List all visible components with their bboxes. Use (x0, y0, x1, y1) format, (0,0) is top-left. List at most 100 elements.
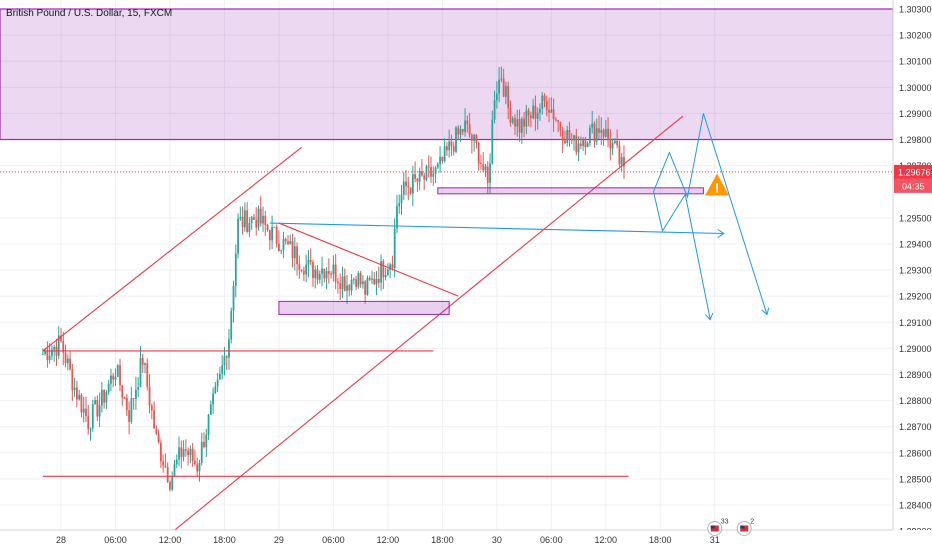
price-tick-label: 1.30200 (899, 31, 932, 41)
candle-body (593, 123, 596, 142)
candle-body (280, 250, 283, 252)
candle-body (318, 273, 321, 280)
zones (0, 8, 894, 173)
candle-body (461, 128, 464, 133)
candle-body (253, 217, 255, 220)
candle-body (332, 264, 335, 275)
price-tick-label: 1.29800 (899, 135, 932, 145)
candle-body (66, 358, 69, 364)
candle-body (207, 414, 210, 435)
candle-body (620, 157, 623, 165)
candle-body (377, 279, 380, 283)
warning-icon-glyph: ! (715, 180, 720, 196)
projection-arrowhead (761, 307, 770, 316)
candle-body (595, 128, 598, 142)
price-tick-label: 1.28700 (899, 422, 932, 432)
event-flag-icon: 33 (707, 518, 729, 536)
candle-body (46, 350, 49, 361)
candle-body (157, 433, 160, 443)
candle-body (489, 163, 491, 183)
candle-body (327, 271, 330, 274)
candle-body (275, 226, 278, 244)
candle-body (559, 121, 562, 131)
candle-body (241, 216, 244, 228)
time-tick-label: 06:00 (104, 535, 127, 545)
candle-body (623, 157, 625, 167)
candle-body (100, 389, 103, 406)
time-tick-label: 28 (56, 535, 66, 545)
price-tick-label: 1.29300 (899, 266, 932, 276)
candle-body (200, 441, 203, 463)
chart-title: British Pound / U.S. Dollar, 15, FXCM (6, 8, 173, 19)
time-tick-label: 18:00 (649, 535, 672, 545)
candle-body (191, 448, 194, 461)
trend-line (278, 222, 459, 297)
candle-body (355, 279, 357, 287)
drawings (42, 113, 770, 550)
candle-body (107, 383, 110, 393)
candle-body (502, 78, 505, 97)
time-tick-label: 12:00 (159, 535, 182, 545)
candle-body (368, 277, 371, 280)
candle-body (411, 174, 414, 194)
candle-body (543, 95, 546, 101)
time-axis[interactable]: 28 06:00 12:00 18:00 29 06:00 12:00 18:00 30 06:0… (0, 529, 932, 550)
price-axis-bg (893, 0, 932, 550)
projection-path (652, 191, 711, 320)
candle-body (391, 264, 394, 269)
price-tick-label: 1.29100 (899, 318, 932, 328)
candle-body (325, 271, 328, 279)
candle-body (234, 253, 237, 286)
warning-icon (705, 173, 730, 196)
candle-body (232, 285, 235, 311)
candle-body (457, 127, 460, 135)
candle-body (418, 171, 421, 182)
candle-body (491, 119, 494, 164)
candle-body (80, 394, 83, 413)
candle-body (382, 261, 385, 278)
candle-body (137, 386, 140, 390)
candle-body (371, 278, 373, 280)
candle-body (598, 128, 600, 133)
time-tick-label: 12:00 (595, 535, 618, 545)
candle-body (602, 130, 605, 137)
trend-line (269, 222, 724, 235)
candle-body (175, 459, 178, 465)
candle-body (421, 171, 423, 176)
candle-body (139, 357, 142, 387)
candle-body (302, 270, 305, 275)
candle-body (375, 279, 378, 285)
candle-body (221, 365, 224, 374)
candle-body (273, 226, 276, 228)
candle-body (554, 119, 557, 121)
trend-line (149, 115, 684, 550)
support-box (278, 300, 450, 315)
candle-body (296, 246, 298, 265)
candle-body (613, 140, 616, 144)
candle-body (573, 135, 575, 141)
price-axis[interactable]: 1.30300 1.30200 1.30100 1.30000 1.29900 1.298… (892, 0, 932, 550)
price-tick-label: 1.28600 (899, 448, 932, 458)
candle-body (439, 156, 441, 165)
candle-body (527, 110, 530, 116)
time-tick-label: 12:00 (377, 535, 400, 545)
price-badge (894, 164, 932, 179)
event-flag-canton (710, 525, 715, 529)
candle-body (300, 269, 303, 271)
candle-body (432, 173, 435, 177)
candle-body (223, 356, 226, 366)
candle-body (141, 357, 144, 365)
candle-body (357, 273, 360, 287)
candle-body (96, 399, 99, 417)
candle-body (339, 283, 342, 289)
candle-body (212, 393, 214, 405)
candle-body (237, 218, 239, 254)
candle-body (362, 281, 364, 285)
candle-body (486, 166, 489, 183)
candle-body (128, 410, 130, 422)
candle-body (409, 187, 412, 194)
candle-body (493, 100, 496, 120)
candle-body (85, 408, 87, 417)
candle-body (103, 389, 106, 403)
